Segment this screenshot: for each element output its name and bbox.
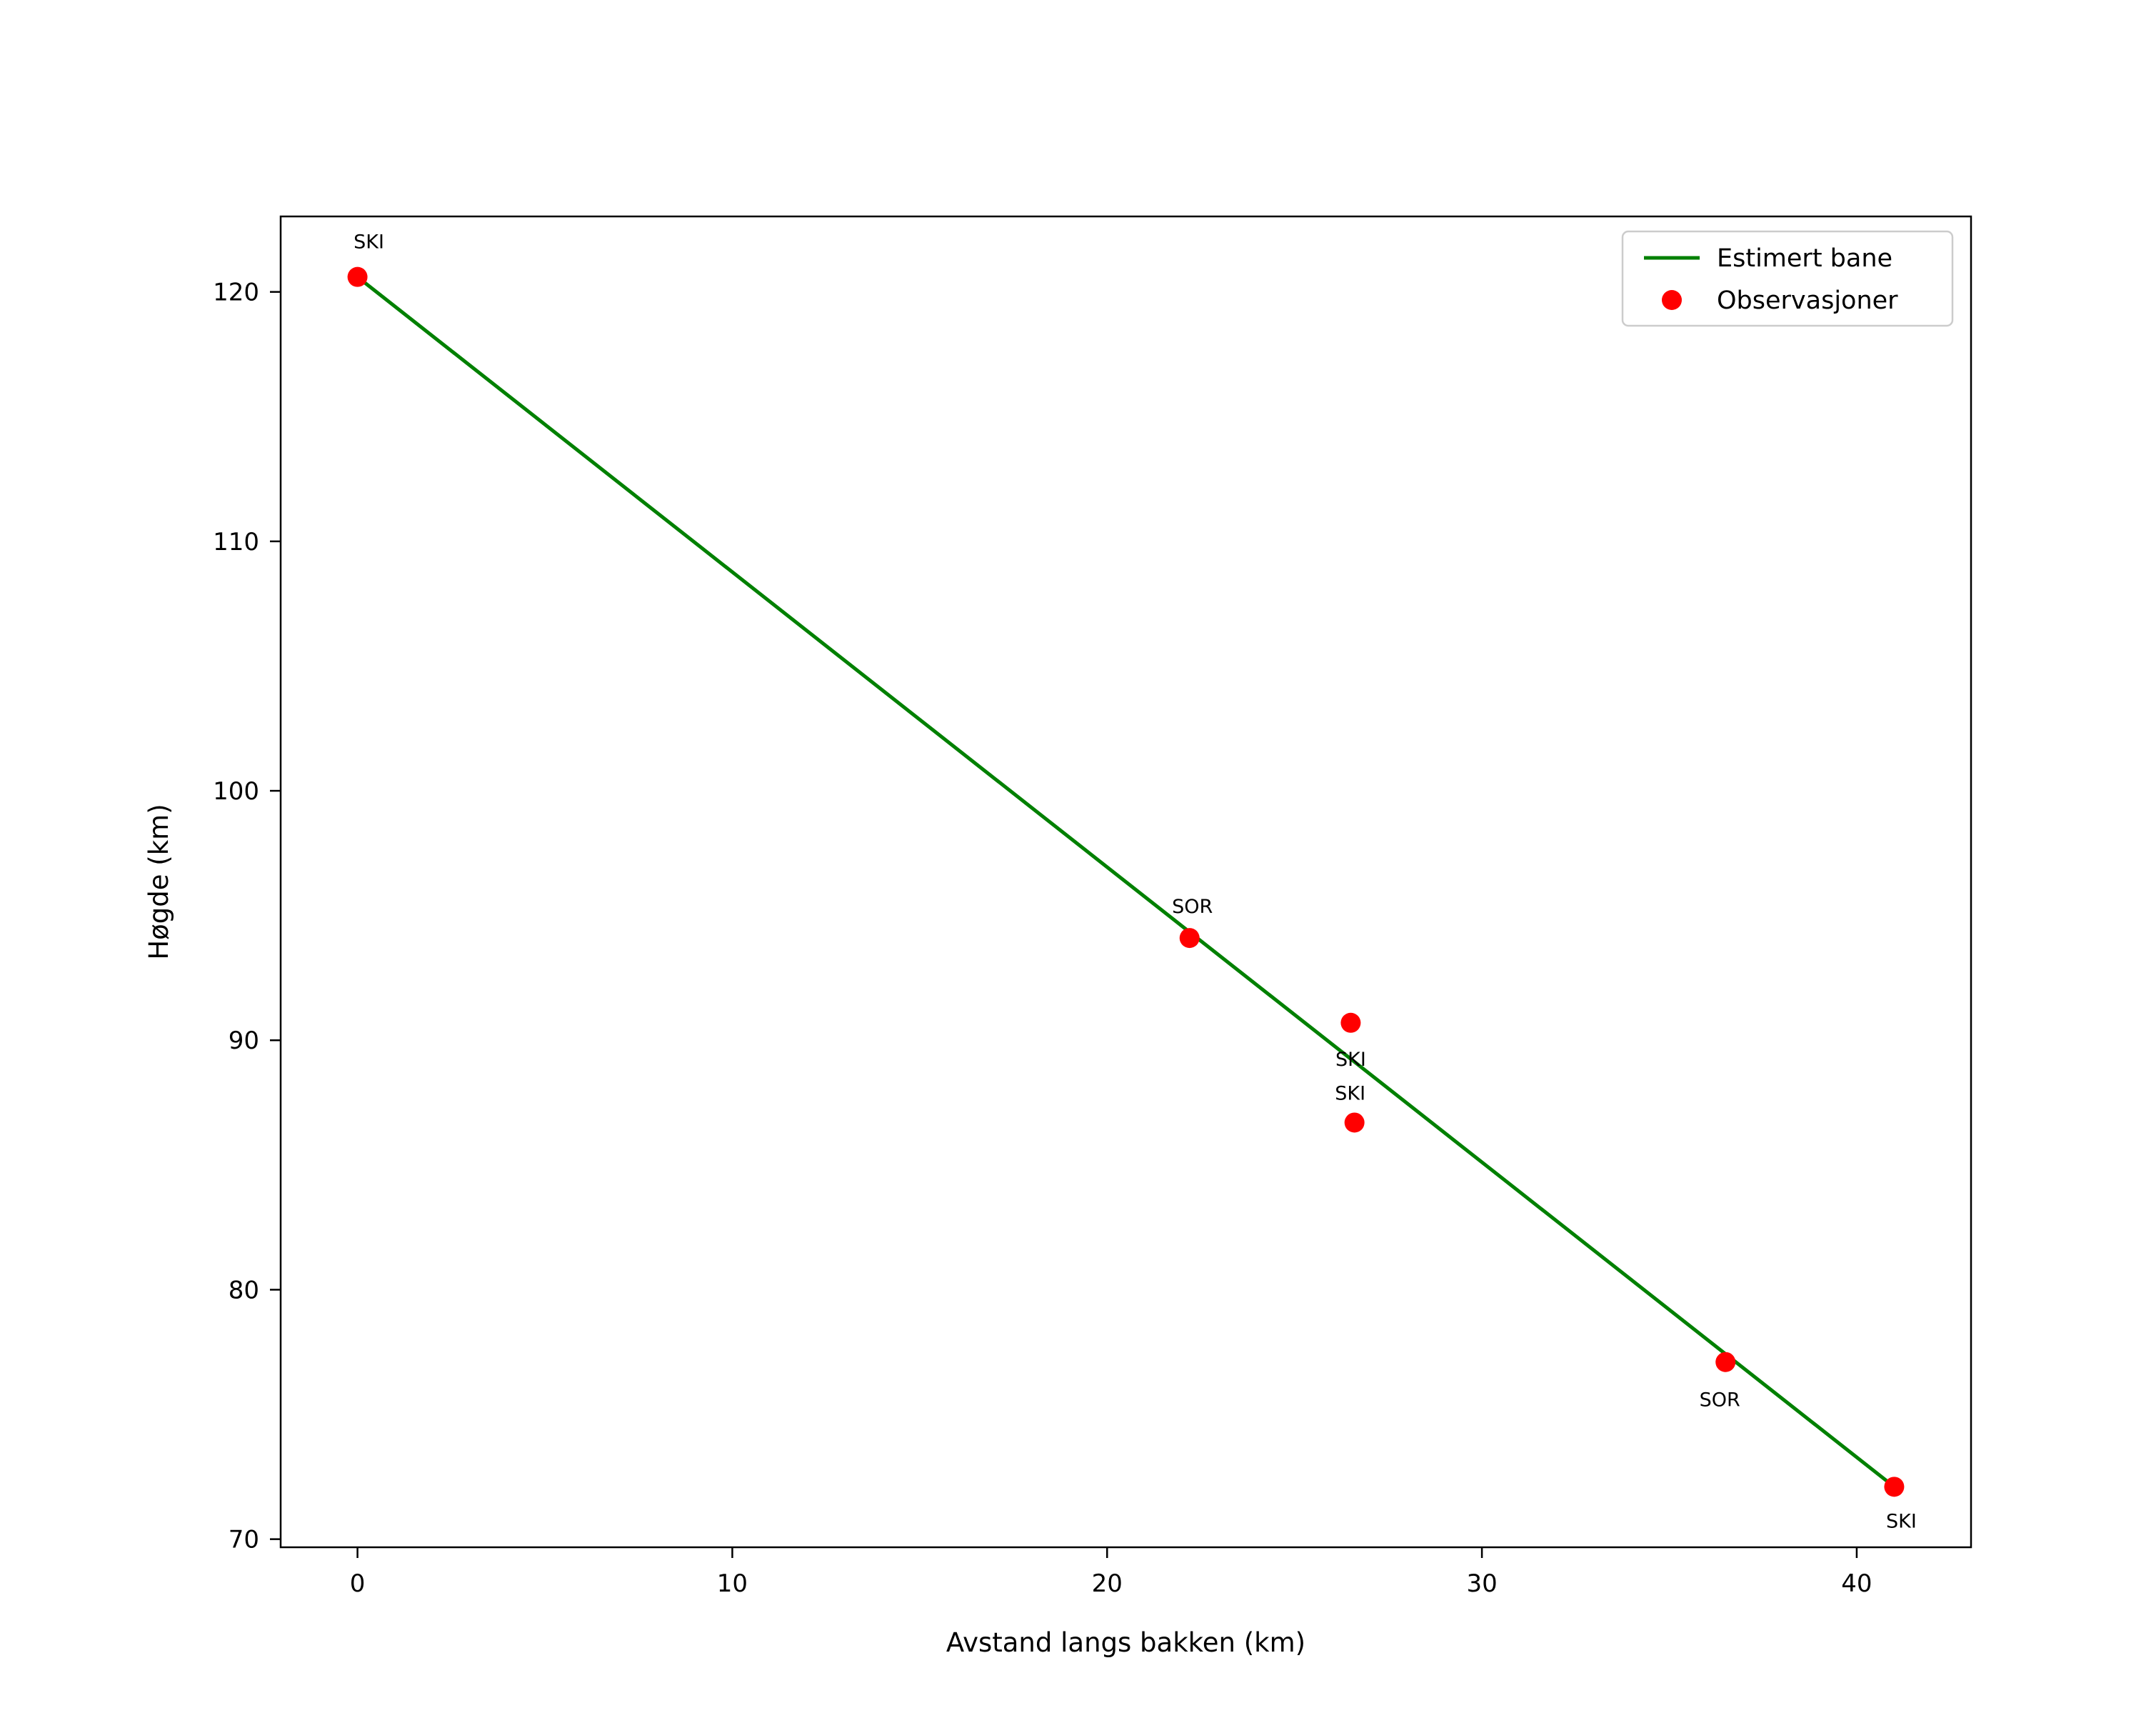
point-label: SKI: [1886, 1510, 1917, 1532]
legend-box: [1621, 230, 1954, 327]
y-tick-label: 100: [213, 777, 259, 806]
y-axis-title: Høgde (km): [144, 804, 174, 959]
point-label: SKI: [1335, 1082, 1365, 1104]
x-tick-label: 30: [1466, 1569, 1497, 1598]
x-axis-title: Avstand langs bakken (km): [946, 1627, 1305, 1658]
legend-label: Estimert bane: [1717, 244, 1892, 273]
legend-label: Observasjoner: [1717, 286, 1898, 315]
x-tick-label: 10: [717, 1569, 748, 1598]
plot-area: [279, 215, 1972, 1549]
y-tick-label: 120: [213, 279, 259, 307]
observation-point: [1884, 1477, 1905, 1497]
x-tick-label: 20: [1092, 1569, 1123, 1598]
x-tick-label: 40: [1841, 1569, 1872, 1598]
y-tick-label: 80: [229, 1276, 259, 1304]
observation-point: [1179, 928, 1200, 949]
observation-point: [1340, 1012, 1361, 1033]
trajectory-line: [356, 275, 1896, 1489]
point-label: SKI: [354, 231, 384, 254]
point-label: SOR: [1700, 1389, 1740, 1412]
y-tick-label: 110: [213, 528, 259, 556]
x-tick-label: 0: [350, 1569, 366, 1598]
point-label: SOR: [1172, 896, 1213, 918]
observation-point: [1344, 1112, 1365, 1133]
point-label: SKI: [1335, 1049, 1366, 1071]
legend-marker-sample: [1662, 290, 1682, 310]
observation-point: [347, 266, 368, 287]
y-tick-label: 90: [229, 1027, 259, 1055]
y-tick-label: 70: [229, 1526, 259, 1554]
observation-point: [1715, 1352, 1736, 1372]
